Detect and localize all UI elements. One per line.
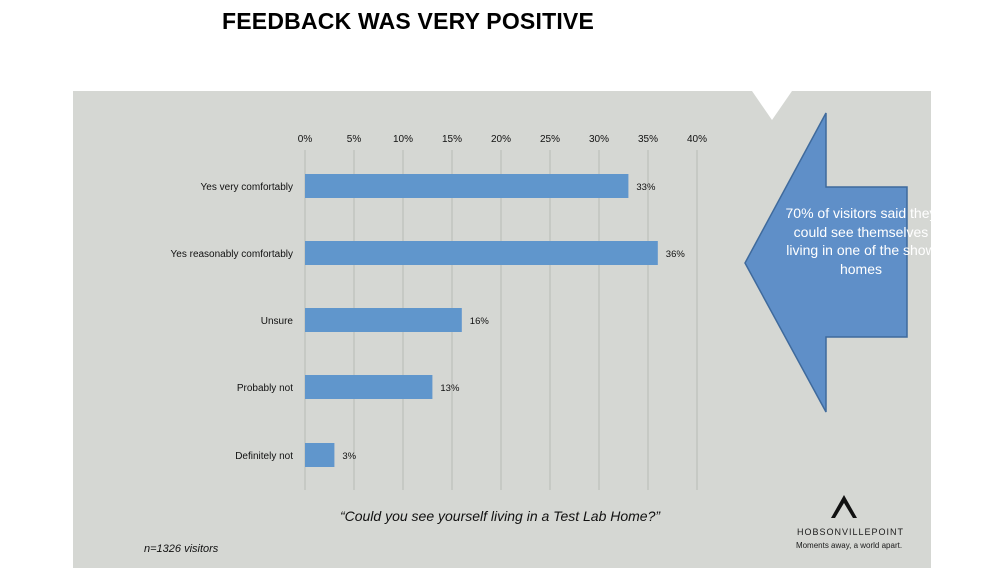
- x-tick-label: 0%: [298, 134, 313, 145]
- x-tick-label: 30%: [589, 134, 609, 145]
- callout-text: 70% of visitors said they could see them…: [785, 205, 937, 277]
- x-tick-label: 20%: [491, 134, 511, 145]
- slide-title: FEEDBACK WAS VERY POSITIVE: [222, 8, 594, 34]
- bar: [305, 174, 629, 198]
- bar-value-label: 33%: [636, 182, 656, 193]
- survey-question: “Could you see yourself living in a Test…: [339, 508, 661, 524]
- chart-bars: 33% 36% 16% 13% 3%: [305, 174, 685, 467]
- category-label: Unsure: [261, 316, 294, 327]
- bar: [305, 443, 335, 467]
- category-label: Yes very comfortably: [201, 182, 293, 193]
- bar: [305, 375, 433, 399]
- x-tick-label: 35%: [638, 134, 658, 145]
- x-tick-label: 25%: [540, 134, 560, 145]
- category-label: Probably not: [237, 383, 293, 394]
- bar-value-label: 36%: [666, 249, 686, 260]
- category-label: Yes reasonably comfortably: [171, 249, 293, 260]
- x-tick-label: 15%: [442, 134, 462, 145]
- category-label: Definitely not: [235, 451, 293, 462]
- logo-tagline: Moments away, a world apart.: [795, 541, 903, 550]
- x-tick-label: 5%: [347, 134, 362, 145]
- left-arrow-callout-icon: [744, 112, 908, 413]
- x-tick-label: 10%: [393, 134, 413, 145]
- bar-value-label: 3%: [342, 451, 356, 462]
- bar-value-label: 13%: [440, 383, 460, 394]
- x-axis-ticks: 0% 5% 10% 15% 20% 25% 30% 35% 40%: [298, 134, 707, 145]
- bar-value-label: 16%: [470, 316, 490, 327]
- chart-category-labels: Yes very comfortably Yes reasonably comfo…: [171, 182, 294, 462]
- bar: [305, 241, 658, 265]
- logo-name: HOBSONVILLEPOINT: [796, 527, 905, 537]
- panel-background: [73, 91, 931, 568]
- bar: [305, 308, 462, 332]
- x-tick-label: 40%: [687, 134, 707, 145]
- sample-size-note: n=1326 visitors: [144, 543, 219, 555]
- peak-chevron-icon: [831, 495, 857, 518]
